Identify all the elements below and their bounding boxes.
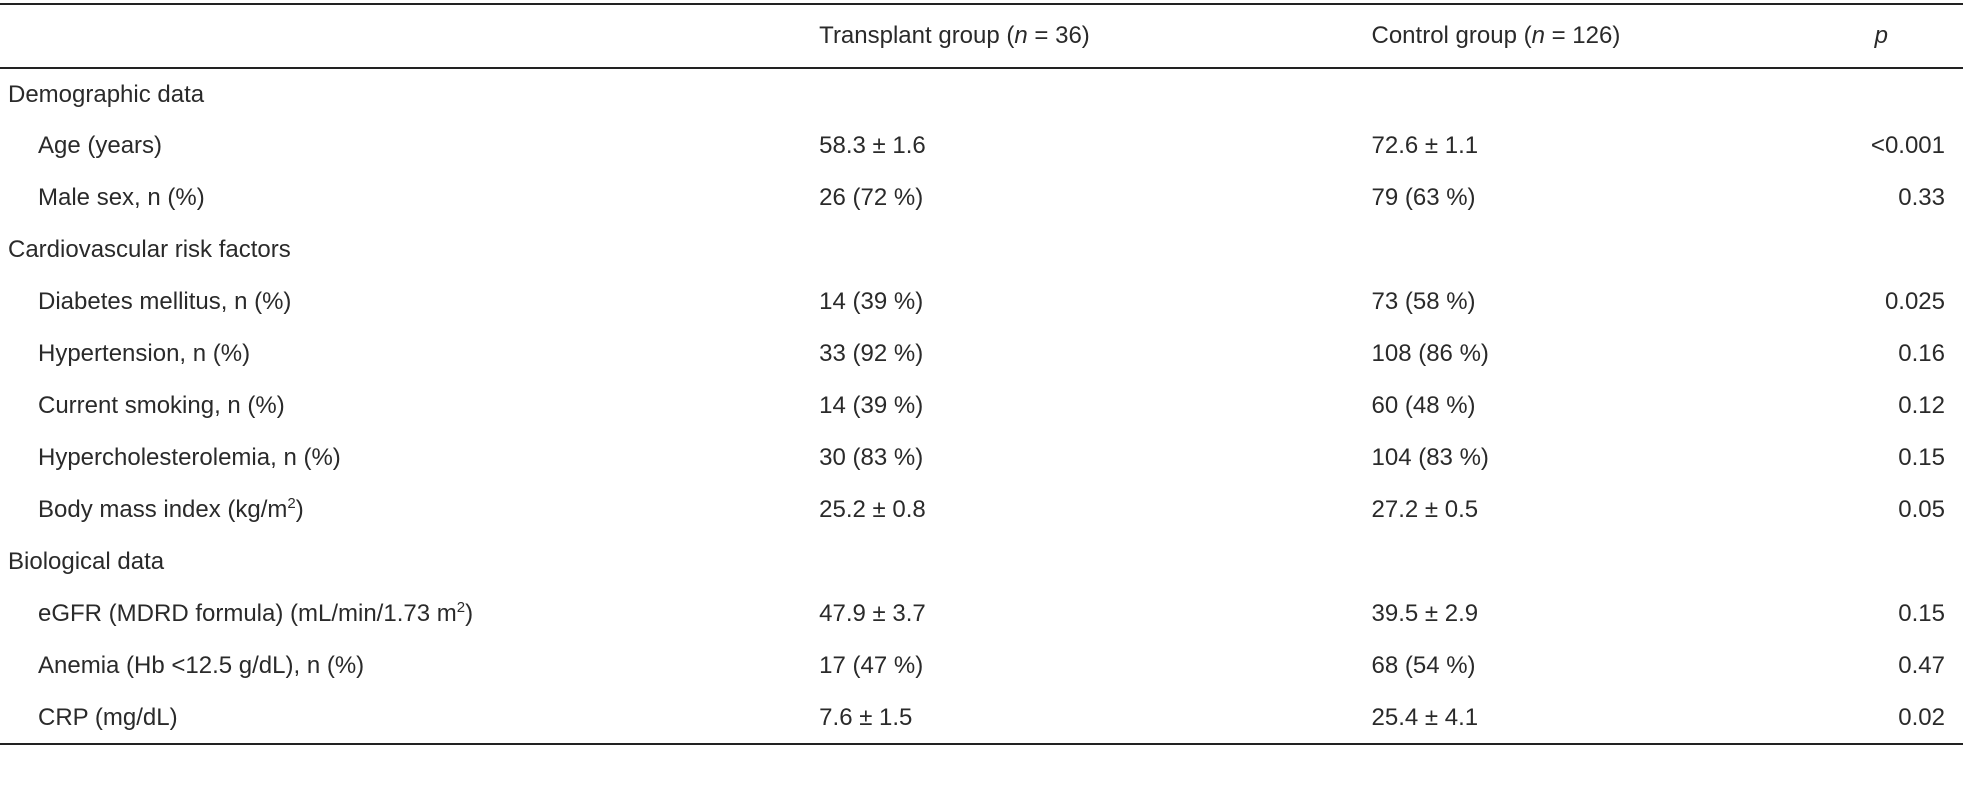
transplant-value: 25.2 ± 0.8 (819, 496, 926, 523)
p-value: 0.02 (1898, 703, 1945, 731)
transplant-value: 47.9 ± 3.7 (819, 600, 926, 627)
p-value: 0.33 (1898, 184, 1945, 211)
data-row: Male sex, n (%) 26 (72 %) 79 (63 %) 0.33 (0, 172, 1963, 224)
row-label: Age (years) (38, 132, 163, 159)
row-label: eGFR (MDRD formula) (mL/min/1.73 m (38, 600, 457, 627)
section-row: Biological data (0, 536, 1963, 588)
header-italic: n (1531, 22, 1545, 49)
p-value: 0.05 (1898, 496, 1945, 523)
section-row: Demographic data (0, 68, 1963, 120)
header-row: Transplant group (n = 36) Control group … (0, 4, 1963, 68)
header-text: = 36) (1027, 22, 1090, 49)
data-row: eGFR (MDRD formula) (mL/min/1.73 m2) 47.9… (0, 588, 1963, 640)
row-label: Diabetes mellitus, n (%) (38, 288, 292, 315)
p-value: 0.15 (1898, 444, 1945, 471)
row-label-cell: Anemia (Hb <12.5 g/dL), n (%) (0, 640, 819, 692)
transplant-value: 7.6 ± 1.5 (819, 703, 913, 731)
header-transplant: Transplant group (n = 36) (819, 4, 1371, 68)
control-value: 108 (86 %) (1371, 340, 1489, 367)
row-label-cell: eGFR (MDRD formula) (mL/min/1.73 m2) (0, 588, 819, 640)
section-title: Cardiovascular risk factors (8, 236, 291, 263)
header-control: Control group (n = 126) (1372, 4, 1871, 68)
data-row: Hypercholesterolemia, n (%) 30 (83 %) 104 … (0, 432, 1963, 484)
row-label-cell: Current smoking, n (%) (0, 380, 819, 432)
row-label: Current smoking, n (%) (38, 392, 285, 419)
data-row: Hypertension, n (%) 33 (92 %) 108 (86 %) 0.… (0, 328, 1963, 380)
row-label: Anemia (Hb <12.5 g/dL), n (%) (38, 652, 365, 679)
table-body: Demographic data Age (years) 58.3 ± 1.6 72.… (0, 68, 1963, 744)
section-title: Demographic data (8, 80, 205, 108)
row-label-end: ) (465, 600, 474, 627)
data-row: Anemia (Hb <12.5 g/dL), n (%) 17 (47 %) 68… (0, 640, 1963, 692)
control-value: 39.5 ± 2.9 (1371, 600, 1479, 627)
header-italic: p (1874, 22, 1888, 49)
control-value: 73 (58 %) (1371, 288, 1476, 315)
row-label-cell: Body mass index (kg/m2) (0, 484, 819, 536)
row-label-cell: Diabetes mellitus, n (%) (0, 276, 819, 328)
transplant-value: 33 (92 %) (819, 340, 924, 367)
control-value: 104 (83 %) (1371, 444, 1489, 471)
row-label: Hypercholesterolemia, n (%) (38, 444, 341, 471)
row-label-cell: Age (years) (0, 120, 819, 172)
data-row: Current smoking, n (%) 14 (39 %) 60 (48 %)… (0, 380, 1963, 432)
section-title: Biological data (8, 548, 165, 575)
transplant-value: 26 (72 %) (819, 184, 924, 211)
superscript: 2 (287, 495, 296, 512)
data-row: CRP (mg/dL) 7.6 ± 1.5 25.4 ± 4.1 0.02 (0, 692, 1963, 744)
control-value: 27.2 ± 0.5 (1371, 496, 1479, 523)
row-label-cell: CRP (mg/dL) (0, 692, 819, 744)
transplant-value: 30 (83 %) (819, 444, 924, 471)
control-value: 72.6 ± 1.1 (1371, 132, 1479, 159)
transplant-value: 14 (39 %) (819, 392, 924, 419)
data-row: Age (years) 58.3 ± 1.6 72.6 ± 1.1 <0.001 (0, 120, 1963, 172)
control-value: 79 (63 %) (1371, 184, 1476, 211)
control-value: 25.4 ± 4.1 (1371, 703, 1479, 731)
header-text: Transplant group ( (819, 22, 1015, 49)
table-header: Transplant group (n = 36) Control group … (0, 4, 1963, 68)
header-text: = 126) (1544, 22, 1621, 49)
row-label-cell: Hypercholesterolemia, n (%) (0, 432, 819, 484)
control-value: 68 (54 %) (1371, 652, 1476, 679)
header-p: p (1871, 4, 1963, 68)
row-label: Body mass index (kg/m (38, 496, 288, 523)
data-row: Diabetes mellitus, n (%) 14 (39 %) 73 (58 … (0, 276, 1963, 328)
p-value: 0.15 (1898, 600, 1945, 627)
row-label-cell: Hypertension, n (%) (0, 328, 819, 380)
row-label: Male sex, n (%) (38, 184, 205, 211)
transplant-value: 58.3 ± 1.6 (819, 132, 926, 159)
p-value: 0.12 (1898, 392, 1945, 419)
data-table: Transplant group (n = 36) Control group … (0, 3, 1963, 745)
row-label-cell: Male sex, n (%) (0, 172, 819, 224)
header-text: Control group ( (1371, 22, 1532, 49)
transplant-value: 14 (39 %) (819, 288, 924, 315)
section-cell: Biological data (0, 536, 1963, 588)
control-value: 60 (48 %) (1371, 392, 1476, 419)
p-value: <0.001 (1870, 132, 1945, 159)
row-label: Hypertension, n (%) (38, 340, 251, 367)
superscript: 2 (456, 599, 466, 616)
header-italic: n (1014, 22, 1028, 49)
header-empty (0, 4, 819, 68)
section-cell: Demographic data (0, 68, 1963, 120)
p-value: 0.47 (1898, 652, 1945, 679)
data-row: Body mass index (kg/m2) 25.2 ± 0.8 27.2 ± … (0, 484, 1963, 536)
section-cell: Cardiovascular risk factors (0, 224, 1963, 276)
transplant-value: 17 (47 %) (819, 652, 924, 679)
p-value: 0.025 (1884, 288, 1945, 315)
p-value: 0.16 (1898, 340, 1945, 367)
row-label: CRP (mg/dL) (38, 703, 178, 731)
section-row: Cardiovascular risk factors (0, 224, 1963, 276)
row-label-end: ) (295, 496, 304, 523)
